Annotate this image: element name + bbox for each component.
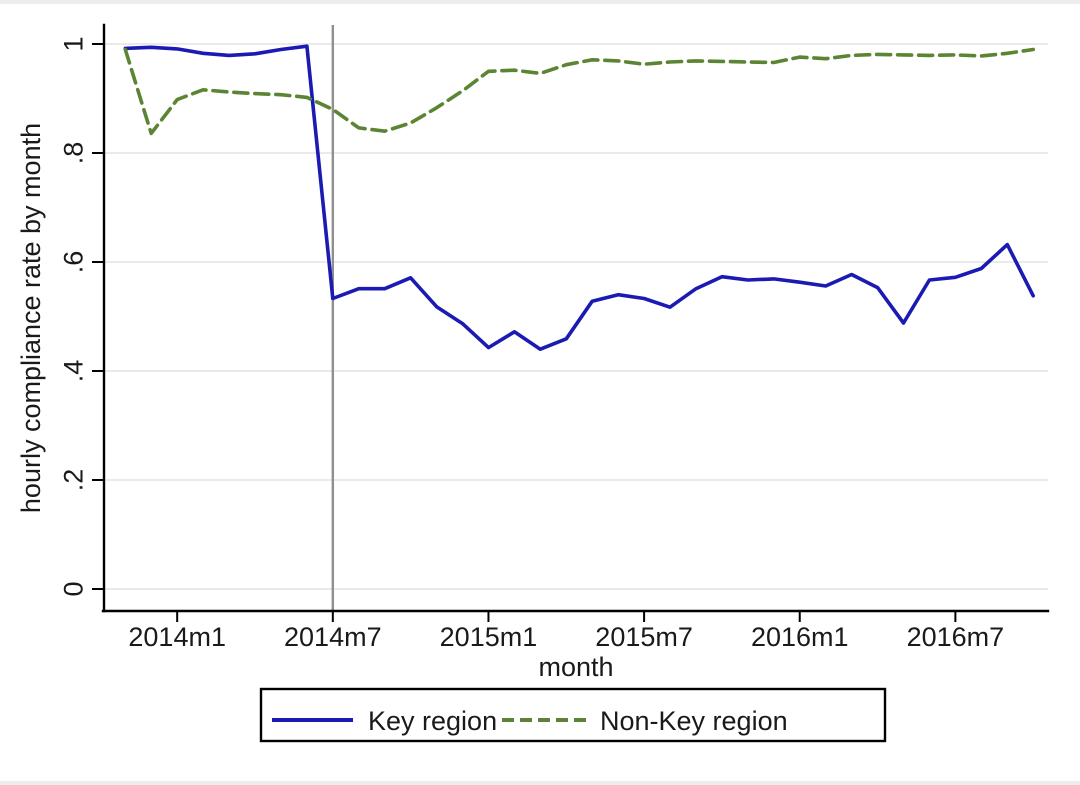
y-tick-label: 0 <box>58 581 88 596</box>
y-tick-label: .2 <box>58 469 88 492</box>
x-tick-label: 2015m1 <box>440 622 538 652</box>
x-tick-label: 2016m7 <box>907 622 1005 652</box>
plot-area: 0 .2 .4 .6 .8 1 2014m1 2014m7 2015m1 2015m7 2016m1… <box>58 23 1050 652</box>
legend-box <box>259 687 887 743</box>
legend-label-key-region: Key region <box>368 706 497 736</box>
legend: Key region Non-Key region <box>259 687 887 743</box>
x-axis-title: month <box>538 652 613 682</box>
y-tick-label: .8 <box>58 142 88 165</box>
image-bottom-border <box>0 781 1080 785</box>
y-tick-label: .4 <box>58 360 88 383</box>
x-tick-label: 2014m1 <box>128 622 226 652</box>
y-tick-label: 1 <box>58 36 88 51</box>
series-line-non-key-region <box>123 47 1035 136</box>
y-tick-label: .6 <box>58 251 88 274</box>
legend-label-non-key-region: Non-Key region <box>600 706 788 736</box>
image-top-border <box>0 0 1080 4</box>
x-tick-label: 2016m1 <box>751 622 849 652</box>
series-line-key-region <box>123 44 1035 352</box>
y-axis-title: hourly compliance rate by month <box>16 123 46 513</box>
x-tick-label: 2015m7 <box>595 622 693 652</box>
x-tick-label: 2014m7 <box>284 622 382 652</box>
